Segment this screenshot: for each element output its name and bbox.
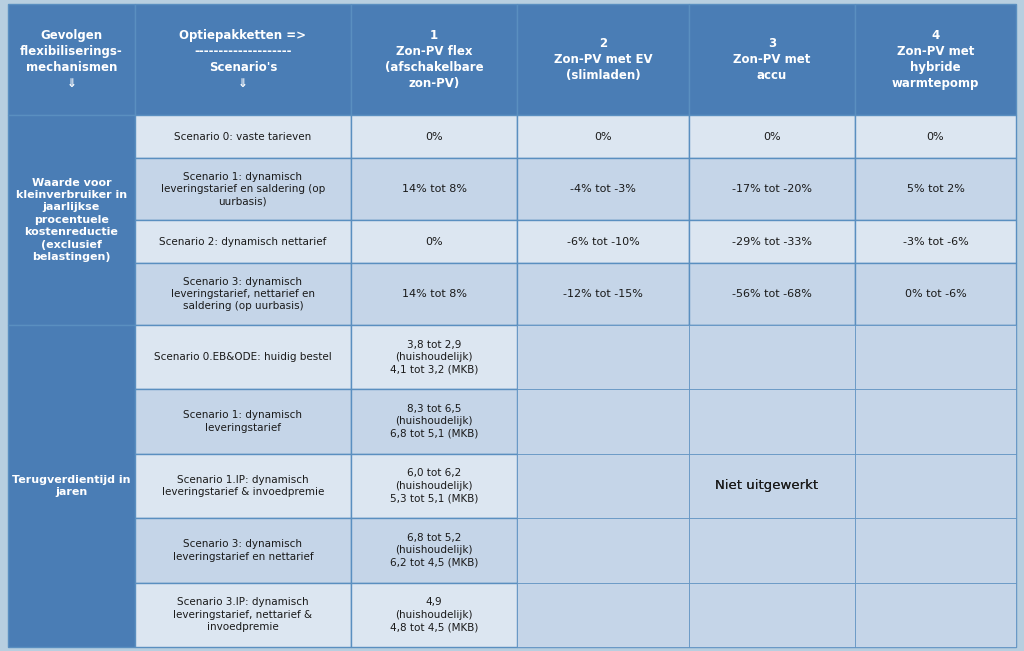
Text: 8,3 tot 6,5
(huishoudelijk)
6,8 tot 5,1 (MKB): 8,3 tot 6,5 (huishoudelijk) 6,8 tot 5,1 … — [390, 404, 478, 439]
Text: Scenario 0: vaste tarieven: Scenario 0: vaste tarieven — [174, 132, 311, 142]
Bar — [855, 263, 1016, 325]
Bar — [855, 325, 1016, 389]
Bar — [351, 454, 517, 518]
Text: -4% tot -3%: -4% tot -3% — [570, 184, 636, 194]
Bar — [351, 220, 517, 263]
Bar — [689, 454, 855, 518]
Bar — [517, 115, 689, 158]
Text: 1
Zon-PV flex
(afschakelbare
zon-PV): 1 Zon-PV flex (afschakelbare zon-PV) — [385, 29, 483, 90]
Text: Scenario 0.EB&ODE: huidig bestel: Scenario 0.EB&ODE: huidig bestel — [154, 352, 332, 362]
Text: -6% tot -10%: -6% tot -10% — [566, 236, 639, 247]
Text: 14% tot 8%: 14% tot 8% — [401, 184, 467, 194]
Bar — [517, 325, 1016, 647]
Bar — [517, 325, 689, 389]
Bar — [135, 518, 351, 583]
Bar — [689, 583, 855, 647]
Text: Scenario 2: dynamisch nettarief: Scenario 2: dynamisch nettarief — [159, 236, 327, 247]
Bar — [689, 518, 855, 583]
Bar — [855, 220, 1016, 263]
Text: -12% tot -15%: -12% tot -15% — [563, 289, 643, 299]
Text: -3% tot -6%: -3% tot -6% — [902, 236, 969, 247]
Text: 0%: 0% — [927, 132, 944, 142]
Bar — [135, 325, 351, 389]
Text: 4
Zon-PV met
hybride
warmtepomp: 4 Zon-PV met hybride warmtepomp — [892, 29, 979, 90]
Text: 0%: 0% — [425, 236, 442, 247]
Text: 0%: 0% — [425, 132, 442, 142]
Bar — [855, 583, 1016, 647]
Text: 3,8 tot 2,9
(huishoudelijk)
4,1 tot 3,2 (MKB): 3,8 tot 2,9 (huishoudelijk) 4,1 tot 3,2 … — [390, 340, 478, 374]
Text: Optiepakketten =>
--------------------
Scenario's
⇓: Optiepakketten => -------------------- S… — [179, 29, 306, 90]
Bar — [8, 325, 135, 647]
Text: Scenario 3: dynamisch
leveringstarief en nettarief: Scenario 3: dynamisch leveringstarief en… — [172, 539, 313, 562]
Text: -56% tot -68%: -56% tot -68% — [732, 289, 812, 299]
Text: 5% tot 2%: 5% tot 2% — [906, 184, 965, 194]
Text: Scenario 1: dynamisch
leveringstarief: Scenario 1: dynamisch leveringstarief — [183, 410, 302, 433]
Text: -17% tot -20%: -17% tot -20% — [732, 184, 812, 194]
Bar — [135, 454, 351, 518]
Bar — [517, 158, 689, 220]
Bar — [855, 115, 1016, 158]
Bar — [135, 263, 351, 325]
Text: 0%: 0% — [594, 132, 611, 142]
Text: 0% tot -6%: 0% tot -6% — [904, 289, 967, 299]
Bar — [855, 454, 1016, 518]
Bar — [517, 389, 689, 454]
Text: -29% tot -33%: -29% tot -33% — [732, 236, 812, 247]
Text: Scenario 1.IP: dynamisch
leveringstarief & invoedpremie: Scenario 1.IP: dynamisch leveringstarief… — [162, 475, 324, 497]
Bar — [855, 4, 1016, 115]
Bar — [351, 263, 517, 325]
Text: 0%: 0% — [763, 132, 780, 142]
Text: Scenario 3.IP: dynamisch
leveringstarief, nettarief &
invoedpremie: Scenario 3.IP: dynamisch leveringstarief… — [173, 598, 312, 632]
Bar — [689, 389, 855, 454]
Text: 2
Zon-PV met EV
(slimladen): 2 Zon-PV met EV (slimladen) — [554, 37, 652, 82]
Bar — [689, 325, 855, 389]
Bar — [517, 4, 689, 115]
Text: 6,8 tot 5,2
(huishoudelijk)
6,2 tot 4,5 (MKB): 6,8 tot 5,2 (huishoudelijk) 6,2 tot 4,5 … — [390, 533, 478, 568]
Text: 14% tot 8%: 14% tot 8% — [401, 289, 467, 299]
Bar — [135, 389, 351, 454]
Text: Niet uitgewerkt: Niet uitgewerkt — [715, 479, 818, 492]
Bar — [517, 518, 689, 583]
Text: Terugverdientijd in
jaren: Terugverdientijd in jaren — [12, 475, 131, 497]
Bar — [689, 263, 855, 325]
Text: 6,0 tot 6,2
(huishoudelijk)
5,3 tot 5,1 (MKB): 6,0 tot 6,2 (huishoudelijk) 5,3 tot 5,1 … — [390, 469, 478, 503]
Text: Scenario 1: dynamisch
leveringstarief en saldering (op
uurbasis): Scenario 1: dynamisch leveringstarief en… — [161, 172, 325, 206]
Bar — [517, 263, 689, 325]
Bar — [351, 389, 517, 454]
Bar — [689, 158, 855, 220]
Text: Gevolgen
flexibiliserings-
mechanismen
⇓: Gevolgen flexibiliserings- mechanismen ⇓ — [20, 29, 123, 90]
Bar — [855, 389, 1016, 454]
Bar — [135, 4, 351, 115]
Bar — [855, 158, 1016, 220]
Bar — [135, 158, 351, 220]
Bar — [351, 583, 517, 647]
Bar — [351, 158, 517, 220]
Bar — [855, 518, 1016, 583]
Bar — [135, 115, 351, 158]
Bar — [689, 4, 855, 115]
Bar — [135, 583, 351, 647]
Bar — [517, 220, 689, 263]
Text: 3
Zon-PV met
accu: 3 Zon-PV met accu — [733, 37, 810, 82]
Bar — [8, 4, 135, 115]
Text: 4,9
(huishoudelijk)
4,8 tot 4,5 (MKB): 4,9 (huishoudelijk) 4,8 tot 4,5 (MKB) — [390, 598, 478, 632]
Bar — [351, 518, 517, 583]
Bar — [689, 115, 855, 158]
Bar — [689, 220, 855, 263]
Bar — [517, 454, 689, 518]
Bar — [351, 4, 517, 115]
Text: Waarde voor
kleinverbruiker in
jaarlijkse
procentuele
kostenreductie
(exclusief
: Waarde voor kleinverbruiker in jaarlijks… — [15, 178, 127, 262]
Bar — [517, 583, 689, 647]
Bar — [351, 325, 517, 389]
Bar — [8, 115, 135, 325]
Text: Niet uitgewerkt: Niet uitgewerkt — [715, 479, 818, 492]
Bar — [135, 220, 351, 263]
Bar — [351, 115, 517, 158]
Text: Scenario 3: dynamisch
leveringstarief, nettarief en
saldering (op uurbasis): Scenario 3: dynamisch leveringstarief, n… — [171, 277, 314, 311]
